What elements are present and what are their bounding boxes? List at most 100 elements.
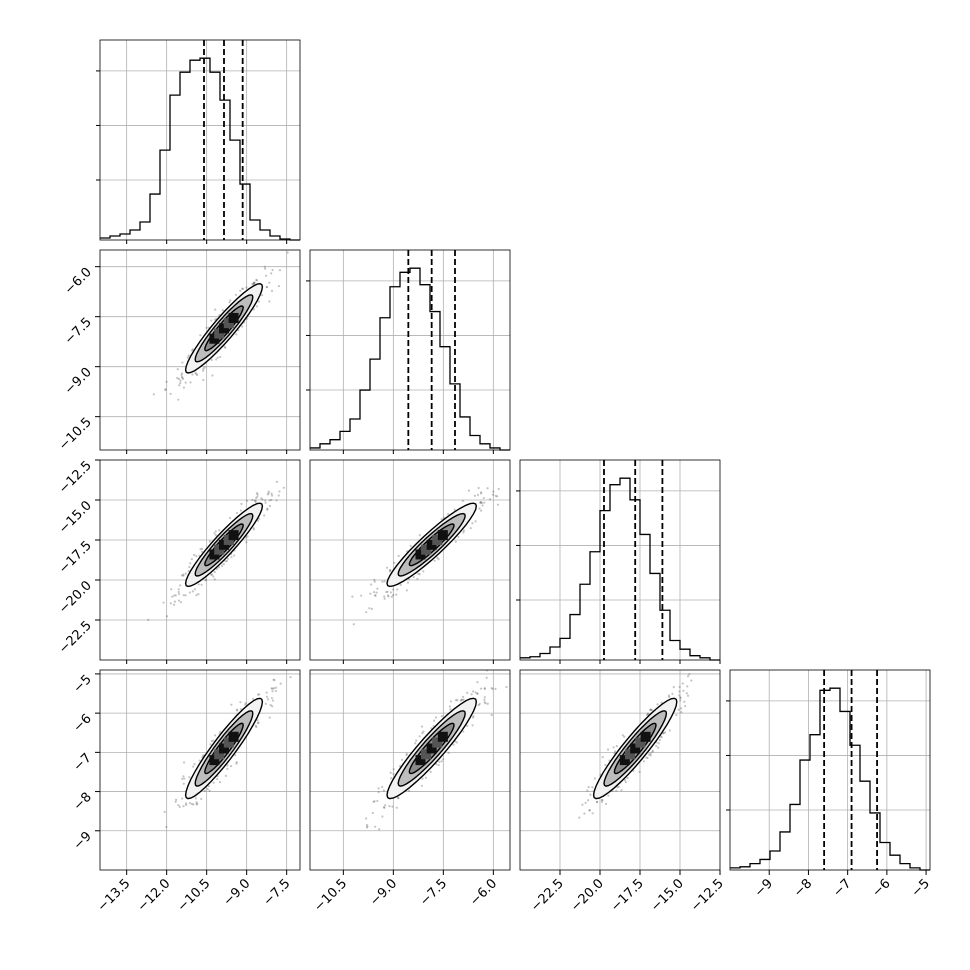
sample-point (421, 732, 424, 735)
sample-point (199, 548, 202, 551)
sample-point (187, 570, 190, 573)
sample-point (246, 535, 249, 538)
sample-point (649, 754, 652, 757)
sample-point (591, 812, 594, 815)
sample-point (421, 777, 424, 780)
sample-point (183, 777, 186, 780)
sample-point (456, 699, 459, 702)
sample-point (422, 730, 425, 733)
sample-point (392, 588, 395, 591)
panel-frame (519, 669, 721, 871)
sample-point (275, 499, 278, 502)
sample-point (216, 777, 219, 781)
sample-point (471, 724, 474, 727)
sample-point (646, 756, 649, 760)
sample-point (165, 825, 168, 829)
sample-point (258, 517, 261, 520)
sample-point (595, 800, 599, 803)
sample-point (457, 535, 460, 539)
sample-point (230, 555, 233, 559)
sample-point (264, 274, 268, 277)
sample-point (210, 739, 213, 743)
sample-point (584, 801, 587, 804)
sample-point (184, 381, 187, 384)
sample-point (182, 782, 185, 785)
sample-point (266, 698, 270, 701)
sample-point (488, 498, 492, 501)
panel-frame (99, 459, 301, 661)
sample-point (182, 573, 185, 576)
sample-point (392, 772, 395, 776)
sample-point (192, 803, 195, 806)
sample-point (192, 765, 195, 768)
sample-point (188, 801, 192, 805)
sample-point (212, 575, 215, 578)
sample-point (472, 690, 475, 693)
sample-point (254, 500, 257, 504)
sample-point (589, 793, 592, 796)
sample-point (270, 498, 273, 501)
sample-point (395, 806, 398, 809)
sample-point (387, 595, 390, 598)
sample-point (383, 595, 386, 598)
sample-point (197, 593, 200, 596)
x-tick-label: −20.0 (568, 876, 607, 915)
sample-point (235, 761, 238, 764)
sample-point (422, 570, 425, 573)
y-tick-label: −20.0 (56, 578, 95, 617)
sample-point (365, 611, 368, 614)
sample-point (390, 595, 393, 598)
sample-point (147, 618, 150, 621)
sample-point (462, 529, 466, 532)
sample-point (216, 356, 219, 359)
sample-point (409, 544, 412, 548)
sample-point (388, 569, 392, 572)
sample-point (260, 293, 264, 297)
sample-point (623, 735, 626, 738)
sample-point (202, 369, 205, 372)
sample-point (263, 514, 266, 517)
sample-point (177, 592, 181, 596)
sample-point (586, 789, 589, 792)
sample-point (255, 492, 258, 495)
sample-point (663, 731, 667, 734)
sample-point (483, 698, 486, 701)
sample-point (415, 739, 418, 742)
sample-point (178, 805, 181, 808)
sample-point (253, 281, 256, 284)
sample-point (208, 789, 211, 792)
density-cell (426, 743, 437, 754)
scatter-panel-2-1 (99, 249, 301, 451)
sample-point (177, 398, 180, 401)
sample-point (162, 601, 165, 604)
sample-point (405, 752, 408, 755)
sample-point (212, 781, 215, 784)
sample-point (382, 789, 385, 792)
x-tick-label: −9.0 (221, 876, 254, 909)
sample-point (253, 282, 256, 285)
sample-point (596, 800, 599, 804)
sample-point (680, 711, 683, 714)
sample-point (274, 686, 278, 689)
sample-point (204, 579, 207, 582)
sample-point (177, 803, 180, 807)
sample-point (657, 742, 660, 745)
sample-point (400, 758, 404, 761)
sample-point (372, 591, 376, 594)
sample-point (182, 594, 185, 597)
density-cell (228, 312, 239, 323)
sample-point (209, 743, 212, 746)
sample-point (382, 806, 386, 809)
sample-point (373, 825, 377, 828)
sample-point (365, 817, 368, 820)
sample-point (195, 372, 198, 376)
sample-point (265, 695, 269, 698)
sample-point (615, 745, 618, 748)
sample-point (212, 739, 215, 742)
sample-point (671, 692, 674, 696)
sample-point (170, 588, 173, 591)
sample-point (373, 580, 376, 583)
sample-point (152, 393, 155, 396)
sample-point (393, 561, 396, 564)
sample-point (266, 493, 269, 496)
